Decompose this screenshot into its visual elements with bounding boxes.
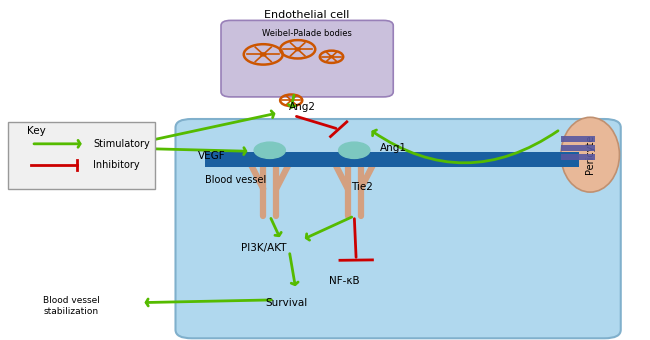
Text: Hypoxia: Hypoxia <box>62 143 104 153</box>
Text: PI3K/AKT: PI3K/AKT <box>240 243 286 253</box>
Bar <box>561 136 595 142</box>
Bar <box>205 152 578 167</box>
Text: Key: Key <box>27 126 46 136</box>
Text: NF-κB: NF-κB <box>329 275 360 286</box>
Text: Weibel-Palade bodies: Weibel-Palade bodies <box>262 30 352 38</box>
FancyBboxPatch shape <box>221 20 393 97</box>
Text: Blood vessel: Blood vessel <box>205 175 266 185</box>
Text: Inhibitory: Inhibitory <box>93 160 140 170</box>
Ellipse shape <box>561 117 619 192</box>
Text: Tie2: Tie2 <box>351 182 373 192</box>
Text: Blood vessel
stabilization: Blood vessel stabilization <box>43 296 100 316</box>
Circle shape <box>289 99 293 101</box>
FancyBboxPatch shape <box>176 119 621 338</box>
Text: Ang2: Ang2 <box>289 102 317 112</box>
Text: Ang1: Ang1 <box>380 143 408 153</box>
Circle shape <box>295 48 300 51</box>
Text: Survival: Survival <box>265 298 307 308</box>
Circle shape <box>339 142 370 158</box>
FancyBboxPatch shape <box>8 122 155 189</box>
Circle shape <box>254 142 285 158</box>
Text: Endothelial cell: Endothelial cell <box>264 10 350 20</box>
Circle shape <box>260 53 266 56</box>
Circle shape <box>330 56 333 58</box>
Text: VEGF: VEGF <box>198 151 226 162</box>
Text: Pericyte: Pericyte <box>585 135 595 174</box>
Text: Stimulatory: Stimulatory <box>93 139 150 149</box>
Bar <box>561 154 595 160</box>
Bar <box>561 145 595 151</box>
